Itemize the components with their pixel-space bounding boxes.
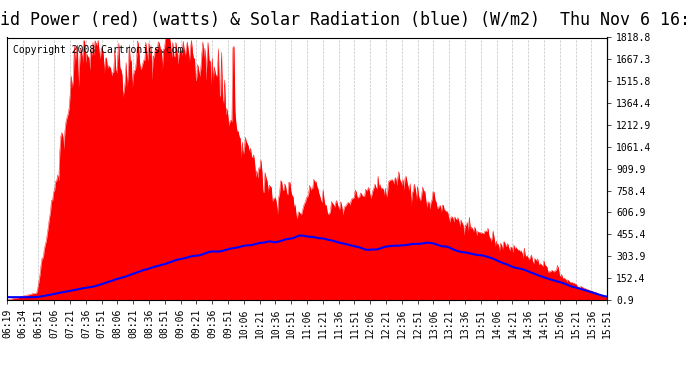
Text: Copyright 2008 Cartronics.com: Copyright 2008 Cartronics.com bbox=[13, 45, 184, 56]
Text: Grid Power (red) (watts) & Solar Radiation (blue) (W/m2)  Thu Nov 6 16:05: Grid Power (red) (watts) & Solar Radiati… bbox=[0, 11, 690, 29]
